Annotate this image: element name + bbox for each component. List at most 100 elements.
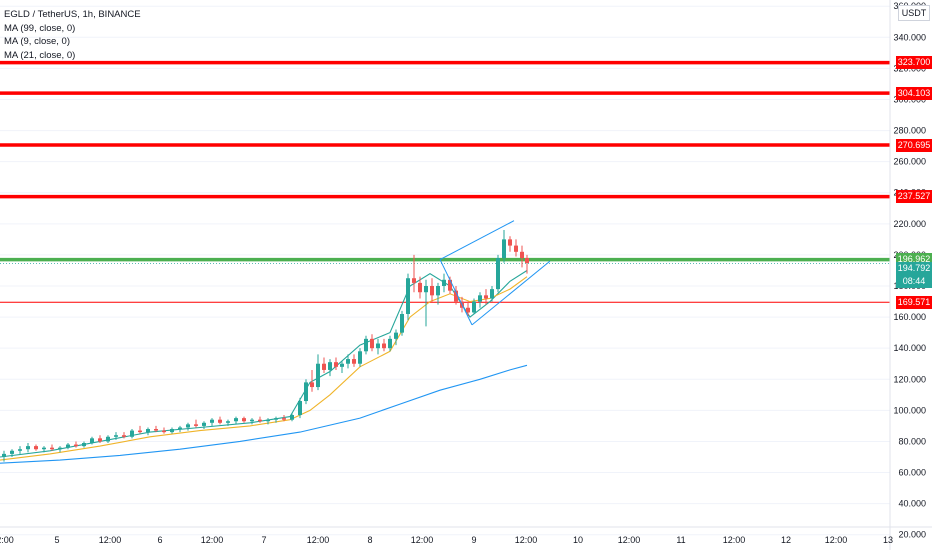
candle[interactable] [138,425,142,434]
candle[interactable] [122,432,126,439]
candle[interactable] [394,329,398,346]
candle[interactable] [58,446,62,453]
candle[interactable] [26,443,30,453]
candle[interactable] [466,301,470,318]
candle[interactable] [436,282,440,305]
candle[interactable] [178,425,182,433]
candle-body [10,450,14,454]
candle[interactable] [10,449,14,457]
candle[interactable] [250,418,254,425]
candle[interactable] [376,338,380,355]
candle[interactable] [290,413,294,422]
time-axis-tick: 6 [157,535,162,545]
candle[interactable] [490,286,494,302]
candle[interactable] [202,421,206,430]
candle[interactable] [400,310,404,336]
candle[interactable] [66,443,70,450]
candle[interactable] [346,354,350,369]
candle[interactable] [186,422,190,431]
indicator-ma9-label[interactable]: MA (9, close, 0) [4,36,70,47]
candle[interactable] [114,432,118,440]
indicator-ma99-label[interactable]: MA (99, close, 0) [4,22,76,34]
candle[interactable] [525,254,529,274]
ma21-line[interactable] [0,276,528,461]
trend-channel-edge[interactable] [439,259,473,326]
candle[interactable] [98,435,102,444]
candle[interactable] [514,239,518,257]
candle[interactable] [412,254,416,293]
indicator-ma21-label[interactable]: MA (21, close, 0) [4,49,76,61]
candle-body [202,422,206,426]
price-axis-tick: 140.000 [893,343,926,353]
candle[interactable] [370,334,374,352]
ma99-line[interactable] [0,364,528,464]
time-axis-tick: 12:00 [99,535,122,545]
candle[interactable] [454,286,458,305]
candle[interactable] [282,415,286,422]
candle[interactable] [424,279,428,327]
candle[interactable] [274,416,278,423]
symbol-title[interactable]: EGLD / TetherUS, 1h, BINANCE [4,9,141,20]
candle[interactable] [442,273,446,293]
candle[interactable] [502,230,506,263]
candle[interactable] [170,427,174,434]
currency-badge[interactable]: USDT [898,5,930,21]
candle[interactable] [364,335,368,355]
candle[interactable] [310,369,314,392]
candle-body [394,332,398,339]
candle[interactable] [484,289,488,305]
candle[interactable] [478,292,482,308]
candle[interactable] [146,427,150,436]
candle[interactable] [50,444,54,451]
candle[interactable] [358,348,362,367]
candle[interactable] [496,254,500,293]
candle-body [400,313,404,333]
candle[interactable] [304,379,308,405]
trend-channel-line[interactable] [471,260,551,326]
price-axis-tick: 160.000 [893,312,926,322]
candle[interactable] [382,338,386,352]
candle[interactable] [106,435,110,444]
candle[interactable] [218,416,222,425]
candle[interactable] [520,245,524,268]
candle[interactable] [430,278,434,302]
candle-body [18,449,22,451]
candle[interactable] [266,418,270,425]
candle[interactable] [34,444,38,451]
candle[interactable] [18,446,22,454]
candle-body [194,424,198,426]
candle[interactable] [234,416,238,425]
legend: EGLD / TetherUS, 1h, BINANCE MA (99, clo… [4,8,141,62]
candle[interactable] [322,357,326,374]
candle[interactable] [74,441,78,448]
trend-channel-line[interactable] [439,220,515,261]
candle[interactable] [298,397,302,419]
candle[interactable] [472,298,476,314]
candle[interactable] [334,357,338,370]
candle[interactable] [328,359,332,377]
candle[interactable] [2,450,6,462]
candle-body [412,278,416,283]
candle[interactable] [340,360,344,374]
candle[interactable] [154,425,158,433]
candle[interactable] [82,441,86,448]
candle[interactable] [418,276,422,299]
candle[interactable] [130,429,134,439]
candle[interactable] [210,418,214,426]
ma9-line[interactable] [0,270,528,458]
candle[interactable] [90,436,94,445]
candle-body [424,286,428,293]
candle[interactable] [406,273,410,321]
candle[interactable] [194,419,198,428]
candle[interactable] [226,419,230,426]
candle[interactable] [352,354,356,367]
candle[interactable] [508,236,512,252]
candle[interactable] [316,354,320,391]
candle[interactable] [162,427,166,434]
candle[interactable] [42,446,46,453]
candle[interactable] [258,416,262,423]
candle[interactable] [388,335,392,352]
candle[interactable] [242,416,246,423]
